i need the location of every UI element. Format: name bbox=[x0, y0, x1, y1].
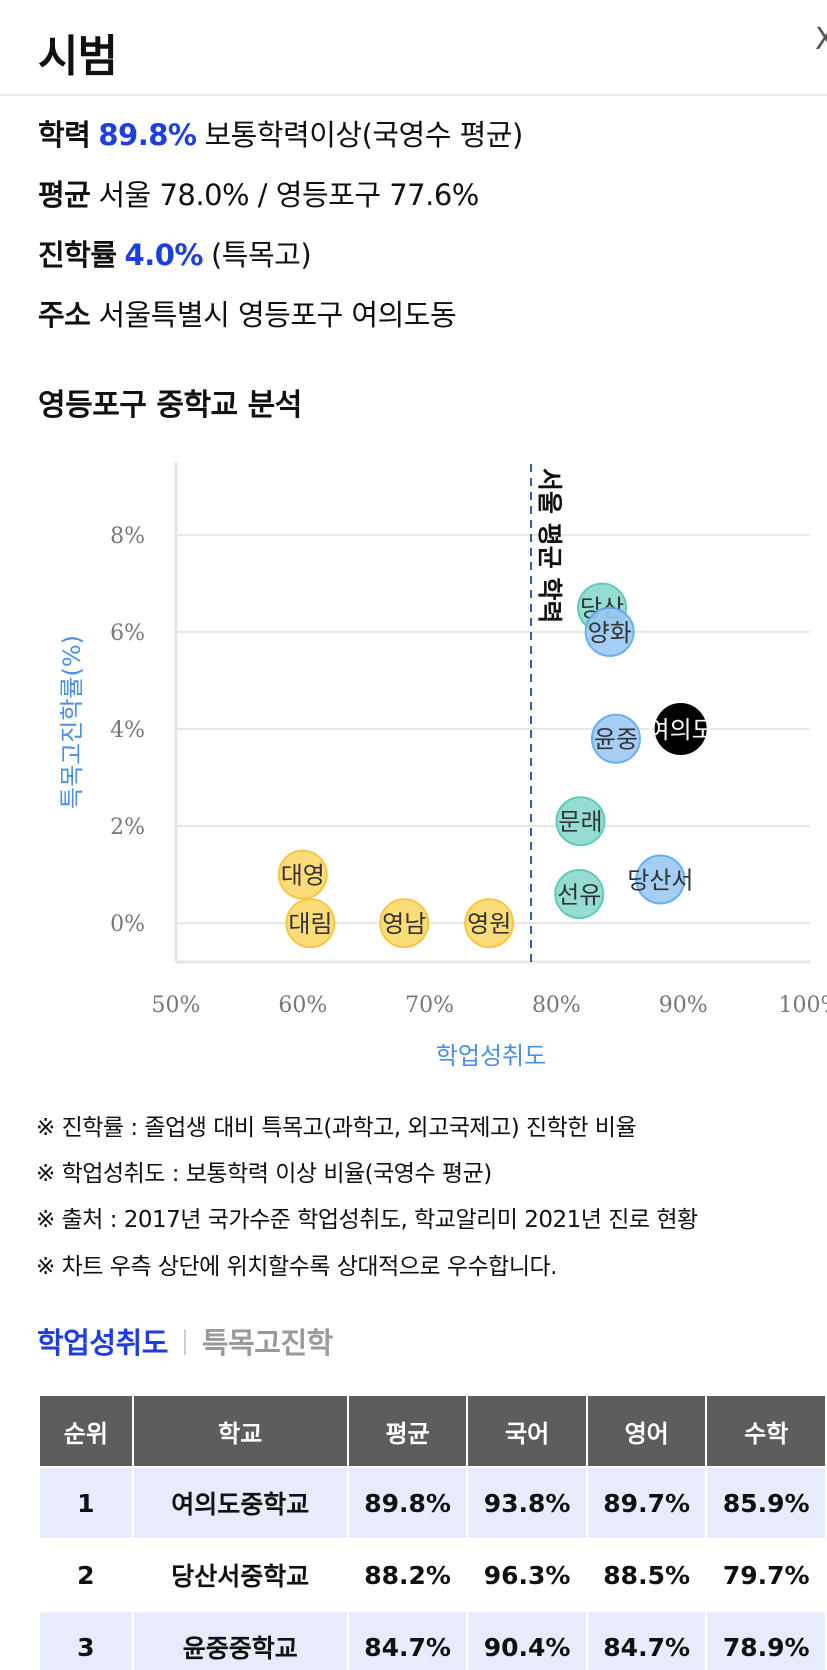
cell-average: 84.7% bbox=[346, 1610, 469, 1670]
note-item: ※ 진학률 : 졸업생 대비 특목고(과학고, 외고국제고) 진학한 비율 bbox=[36, 1115, 637, 1141]
col-header-math: 수학 bbox=[705, 1394, 827, 1468]
note-item: ※ 출처 : 2017년 국가수준 학업성취도, 학교알리미 2021년 진로 … bbox=[36, 1207, 698, 1233]
ranking-table: 순위 학교 평균 국어 영어 수학 1 여의도중학교 89.8% 93.8% 8… bbox=[38, 1394, 827, 1670]
cell-math: 85.9% bbox=[705, 1466, 827, 1540]
cell-korean: 90.4% bbox=[466, 1610, 588, 1670]
info-achievement-value: 89.8% bbox=[98, 118, 197, 152]
data-point bbox=[635, 854, 686, 905]
close-icon[interactable]: X bbox=[815, 22, 827, 57]
data-point bbox=[555, 796, 606, 847]
info-address-key: 주소 bbox=[38, 298, 91, 332]
tab-advancement[interactable]: 특목고진학 bbox=[201, 1326, 333, 1360]
cell-rank: 2 bbox=[38, 1538, 134, 1612]
data-point-label: 영원 bbox=[467, 910, 511, 938]
cell-school: 당산서중학교 bbox=[131, 1538, 349, 1612]
info-address: 주소 서울특별시 영등포구 여의도동 bbox=[38, 292, 457, 334]
cell-korean: 96.3% bbox=[466, 1538, 588, 1612]
cell-rank: 3 bbox=[38, 1610, 134, 1670]
cell-korean: 93.8% bbox=[466, 1466, 588, 1540]
section-title: 영등포구 중학교 분석 bbox=[38, 388, 302, 423]
x-tick-label: 100% bbox=[779, 993, 827, 1018]
cell-rank: 1 bbox=[38, 1466, 134, 1540]
cell-math: 78.9% bbox=[705, 1610, 827, 1670]
data-point-label: 여의도 bbox=[648, 716, 714, 744]
col-header-rank: 순위 bbox=[38, 1394, 134, 1468]
cell-english: 89.7% bbox=[585, 1466, 708, 1540]
cell-school: 윤중중학교 bbox=[131, 1610, 349, 1670]
note-item: ※ 차트 우측 상단에 위치할수록 상대적으로 우수합니다. bbox=[36, 1254, 557, 1280]
y-tick-label: 4% bbox=[110, 718, 145, 743]
info-advancement-desc: (특목고) bbox=[210, 238, 312, 272]
info-average-key: 평균 bbox=[38, 178, 91, 212]
info-achievement-desc: 보통학력이상(국영수 평균) bbox=[204, 118, 523, 152]
data-point-label: 영남 bbox=[382, 910, 426, 938]
x-tick-label: 60% bbox=[278, 993, 327, 1018]
y-tick-label: 6% bbox=[110, 621, 145, 646]
info-achievement-key: 학력 bbox=[38, 118, 91, 152]
data-point bbox=[285, 898, 336, 949]
data-point bbox=[277, 849, 328, 900]
info-average-desc: 서울 78.0% / 영등포구 77.6% bbox=[98, 178, 479, 212]
info-advancement: 진학률 4.0% (특목고) bbox=[38, 232, 312, 274]
info-average: 평균 서울 78.0% / 영등포구 77.6% bbox=[38, 172, 479, 214]
data-point-label: 윤중 bbox=[594, 726, 638, 754]
y-tick-label: 0% bbox=[110, 912, 145, 937]
data-point-label: 당산서 bbox=[627, 866, 693, 894]
y-tick-label: 8% bbox=[110, 524, 145, 549]
page-title: 시범 bbox=[38, 31, 118, 82]
table-header-row: 순위 학교 평균 국어 영어 수학 bbox=[38, 1394, 827, 1468]
data-point bbox=[379, 898, 430, 949]
data-point bbox=[554, 869, 605, 920]
data-point-label: 문래 bbox=[558, 808, 602, 836]
x-tick-label: 90% bbox=[659, 993, 708, 1018]
data-point-label: 선유 bbox=[557, 881, 601, 909]
col-header-average: 평균 bbox=[346, 1394, 469, 1468]
table-row[interactable]: 2 당산서중학교 88.2% 96.3% 88.5% 79.7% bbox=[38, 1538, 827, 1612]
cell-average: 88.2% bbox=[346, 1538, 469, 1612]
header: 시범 X bbox=[0, 0, 827, 96]
data-point-label: 대영 bbox=[281, 862, 325, 890]
y-axis-title: 특목고진학률(%) bbox=[58, 635, 86, 809]
note-item: ※ 학업성취도 : 보통학력 이상 비율(국영수 평균) bbox=[36, 1161, 492, 1187]
y-tick-label: 2% bbox=[110, 815, 145, 840]
cell-english: 84.7% bbox=[585, 1610, 708, 1670]
col-header-korean: 국어 bbox=[466, 1394, 588, 1468]
scatter-chart: 0% 2% 4% 6% 8% 50% 60% 70% 80% 90% 100% 학업성취도 특목고진학률… bbox=[58, 462, 827, 1070]
cell-average: 89.8% bbox=[346, 1466, 469, 1540]
info-advancement-value: 4.0% bbox=[124, 238, 204, 272]
tab-achievement[interactable]: 학업성취도 bbox=[37, 1326, 168, 1360]
data-point-label: 양화 bbox=[588, 619, 632, 647]
tab-divider bbox=[183, 1329, 186, 1355]
table-row[interactable]: 3 윤중중학교 84.7% 90.4% 84.7% 78.9% bbox=[38, 1610, 827, 1670]
cell-school: 여의도중학교 bbox=[131, 1466, 349, 1540]
cell-english: 88.5% bbox=[585, 1538, 708, 1612]
ranking-tabs: 학업성취도 특목고진학 bbox=[37, 1320, 333, 1360]
info-address-desc: 서울특별시 영등포구 여의도동 bbox=[98, 298, 457, 332]
col-header-english: 영어 bbox=[585, 1394, 708, 1468]
data-point-label: 대림 bbox=[288, 910, 332, 938]
info-achievement: 학력 89.8% 보통학력이상(국영수 평균) bbox=[38, 112, 523, 154]
reference-line-label: 서울 평균 학력 bbox=[535, 468, 564, 623]
data-point bbox=[584, 606, 635, 657]
x-tick-label: 70% bbox=[405, 993, 454, 1018]
cell-math: 79.7% bbox=[705, 1538, 827, 1612]
x-tick-label: 50% bbox=[152, 993, 201, 1018]
x-axis-title: 학업성취도 bbox=[436, 1042, 546, 1070]
col-header-school: 학교 bbox=[131, 1394, 349, 1468]
data-point bbox=[590, 713, 641, 764]
data-point bbox=[654, 702, 707, 755]
info-advancement-key: 진학률 bbox=[38, 238, 117, 272]
x-tick-label: 80% bbox=[532, 993, 581, 1018]
table-row[interactable]: 1 여의도중학교 89.8% 93.8% 89.7% 85.9% bbox=[38, 1466, 827, 1540]
data-point bbox=[464, 898, 515, 949]
